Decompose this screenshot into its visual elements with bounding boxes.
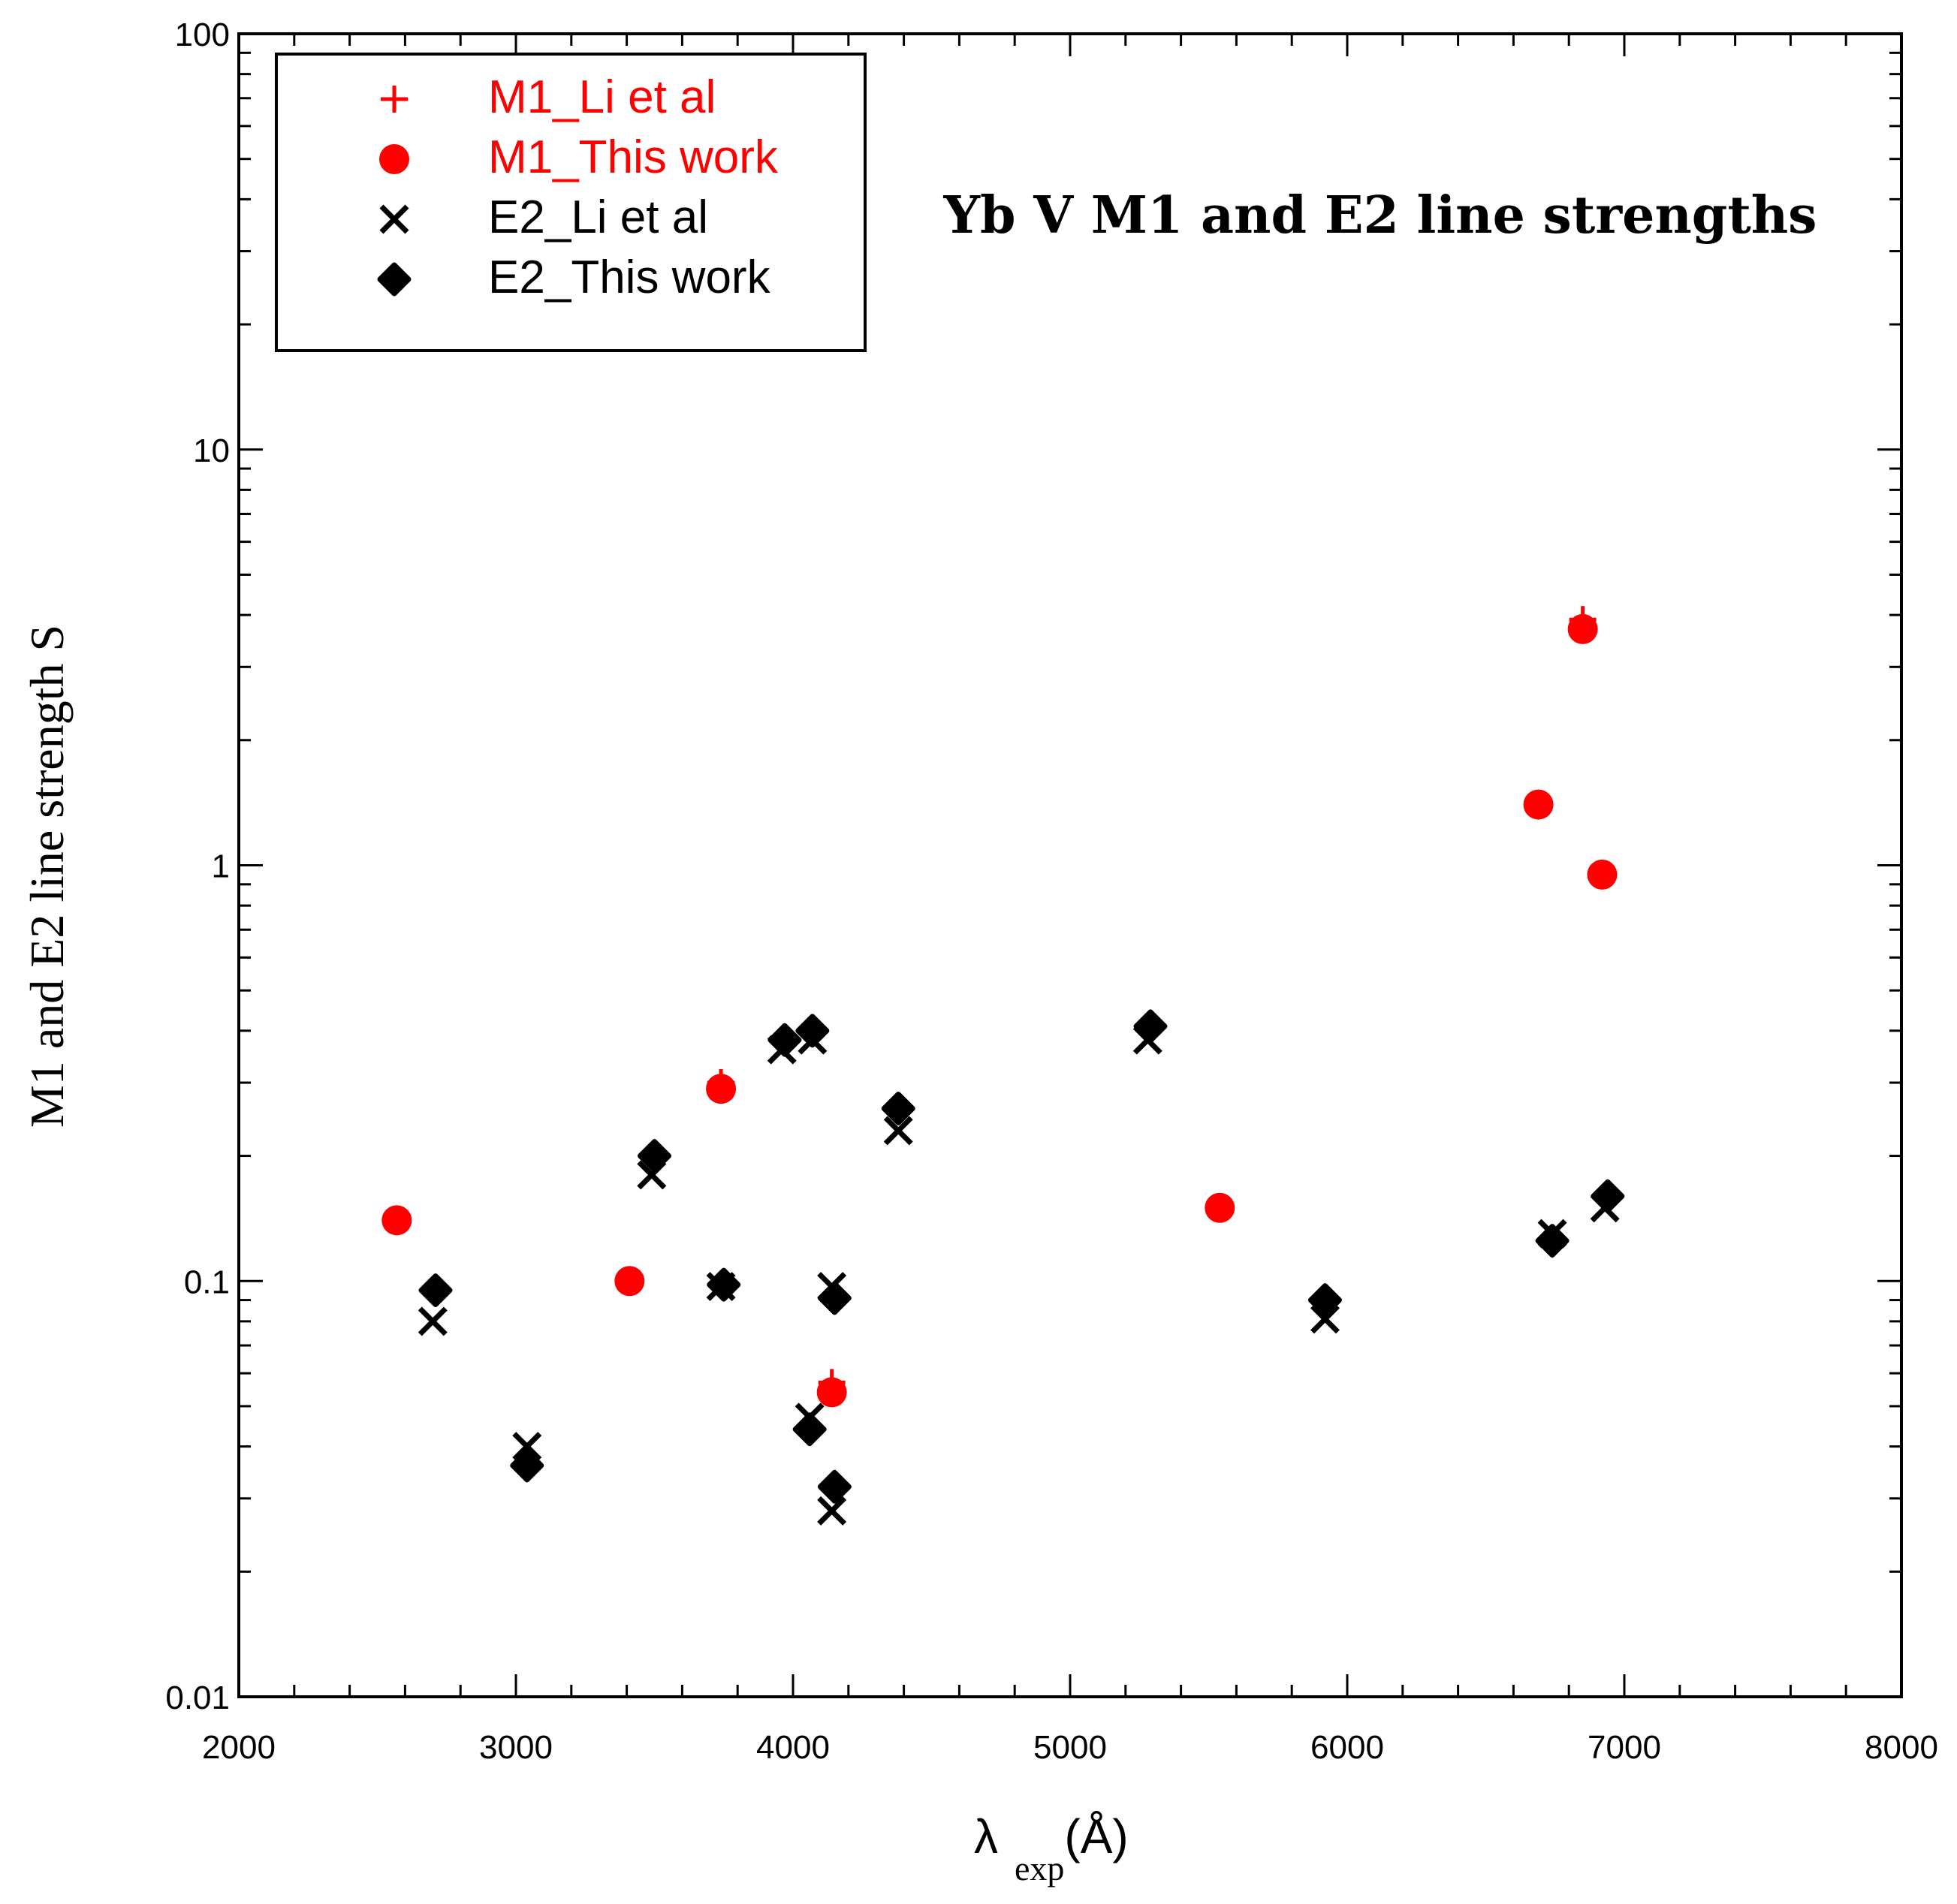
data-point-diamond	[817, 1469, 852, 1504]
data-point-diamond	[881, 1091, 915, 1125]
diamond-marker-shape	[881, 1091, 915, 1125]
x-tick-label: 6000	[1310, 1729, 1384, 1766]
x-axis-label: λexp(Å)	[974, 1809, 1129, 1887]
diamond-marker-shape	[1591, 1179, 1625, 1213]
y-tick-label: 0.01	[165, 1680, 230, 1716]
x-tick-label: 4000	[756, 1729, 830, 1766]
data-point-circle	[706, 1074, 737, 1104]
data-point-x	[883, 1116, 913, 1146]
legend-entry: M1_Li et al	[381, 71, 716, 123]
x-tick-label: 3000	[479, 1729, 553, 1766]
data-point-circle	[1587, 859, 1618, 890]
data-marks	[381, 606, 1625, 1526]
diamond-marker-shape	[795, 1014, 830, 1048]
data-point-circle	[1523, 789, 1554, 820]
y-tick-label: 1	[212, 848, 230, 885]
diamond-marker-shape	[418, 1273, 453, 1308]
diamond-marker-shape	[1307, 1283, 1342, 1318]
data-point-x	[1310, 1304, 1340, 1334]
legend-marker-circle	[379, 144, 409, 174]
data-point-diamond	[510, 1448, 544, 1483]
x-tick-label: 7000	[1588, 1729, 1661, 1766]
diamond-marker-shape	[792, 1412, 827, 1447]
legend-box	[275, 53, 867, 352]
x-marker-stroke	[817, 1496, 847, 1526]
legend-marker-diamond	[377, 262, 412, 297]
legend-entry: M1_This work	[379, 131, 779, 183]
data-point-circle	[381, 1205, 412, 1236]
x-axis-label-symbol: λ	[974, 1809, 998, 1863]
x-marker-stroke	[883, 1116, 913, 1146]
diamond-marker-shape	[817, 1281, 852, 1315]
x-marker-stroke	[418, 1306, 448, 1336]
data-point-diamond	[817, 1281, 852, 1315]
legend-marker-plus	[381, 86, 408, 113]
x-axis-label-unit: (Å)	[1064, 1809, 1128, 1863]
data-point-diamond	[795, 1014, 830, 1048]
data-point-circle	[816, 1377, 847, 1408]
diamond-marker-shape	[1133, 1009, 1168, 1044]
y-axis-label: M1 and E2 line strength S	[20, 625, 74, 1128]
x-tick-label: 8000	[1865, 1729, 1938, 1766]
data-point-diamond	[418, 1273, 453, 1308]
chart-title: Yb V M1 and E2 line strengths	[943, 185, 1817, 246]
y-tick-label: 100	[175, 17, 230, 53]
legend-label: E2_Li et al	[488, 191, 708, 243]
plot-frame	[237, 32, 1903, 1698]
x-tick-label: 2000	[202, 1729, 276, 1766]
legend-marker-x	[379, 204, 409, 234]
diamond-marker-shape	[767, 1023, 802, 1057]
series-circle	[381, 613, 1618, 1408]
legend-entry: E2_This work	[377, 252, 771, 303]
legend-label: M1_Li et al	[488, 71, 716, 123]
diamond-marker-shape	[1535, 1224, 1570, 1258]
data-point-x	[512, 1432, 542, 1462]
x-marker-stroke	[1310, 1304, 1340, 1334]
legend-entry: E2_Li et al	[379, 191, 708, 243]
legend-label: E2_This work	[488, 252, 771, 303]
x-tick-label: 5000	[1033, 1729, 1107, 1766]
x-axis-label-subscript: exp	[1015, 1849, 1064, 1887]
data-point-diamond	[1133, 1009, 1168, 1044]
data-point-circle	[1567, 613, 1598, 644]
data-point-diamond	[792, 1412, 827, 1447]
x-marker-stroke	[379, 204, 409, 234]
data-point-circle	[614, 1266, 645, 1297]
legend-label: M1_This work	[488, 131, 779, 183]
diamond-marker-shape	[510, 1448, 544, 1483]
diamond-marker-shape	[707, 1267, 741, 1302]
data-point-circle	[1205, 1192, 1235, 1223]
data-point-diamond	[1535, 1224, 1570, 1258]
diamond-marker-shape	[638, 1139, 671, 1173]
tick-labels: 2000 3000 4000 5000 6000 7000 8000 0.01 0.1 1 10 10…	[165, 17, 1938, 1766]
data-point-x	[418, 1306, 448, 1336]
data-point-diamond	[707, 1267, 741, 1302]
diamond-marker-shape	[377, 262, 412, 297]
x-marker-stroke	[512, 1432, 542, 1462]
y-tick-label: 10	[193, 432, 230, 469]
data-point-x	[817, 1496, 847, 1526]
data-point-diamond	[767, 1023, 802, 1057]
y-tick-label: 0.1	[184, 1264, 230, 1300]
data-point-diamond	[1591, 1179, 1625, 1213]
data-point-diamond	[1307, 1283, 1342, 1318]
legend: M1_Li et al M1_This work E2_Li et al E2_Thi…	[275, 53, 867, 352]
diamond-marker-shape	[817, 1469, 852, 1504]
series-diamond	[418, 1009, 1625, 1504]
data-point-diamond	[638, 1139, 671, 1173]
